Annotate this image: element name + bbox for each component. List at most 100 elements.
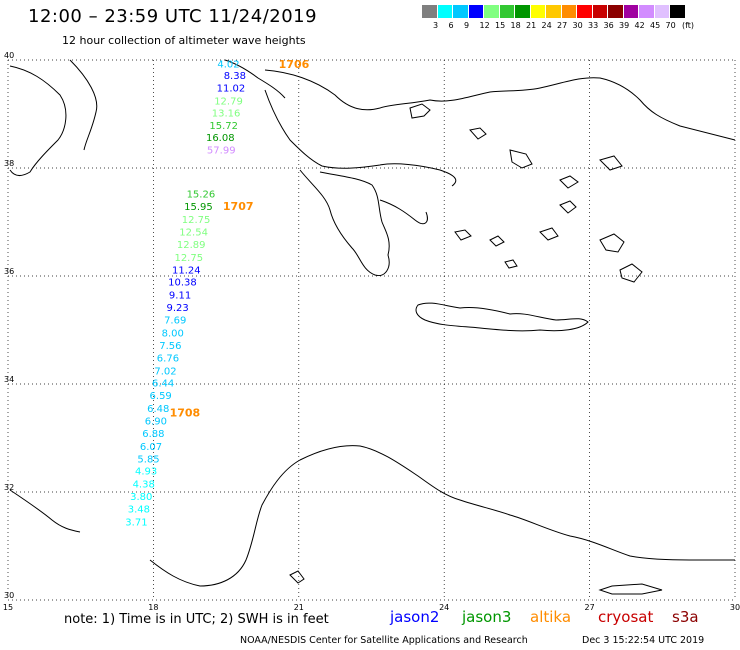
crete-island (415, 302, 589, 332)
wave-height-value: 15.72 (209, 121, 238, 132)
legend-swatch (530, 5, 546, 18)
island-6 (504, 259, 518, 269)
island-7 (539, 227, 559, 241)
legend-swatch (468, 5, 484, 18)
legend-swatch (608, 5, 624, 18)
wave-height-value: 6.59 (150, 391, 172, 402)
legend-label: 24 (541, 21, 552, 30)
wave-height-value: 3.71 (125, 517, 147, 528)
legend-label: 70 (665, 21, 676, 30)
legend-swatch (437, 5, 453, 18)
pass-time-label: 1706 (279, 58, 310, 71)
legend-swatch (670, 5, 686, 18)
wave-height-value: 3.80 (130, 492, 152, 503)
wave-height-value: 4.93 (135, 467, 157, 478)
wave-height-value: 9.11 (169, 291, 191, 302)
wave-height-value: 6.90 (145, 417, 167, 428)
legend-swatch (623, 5, 639, 18)
lon-tick-label: 21 (294, 603, 304, 612)
wave-height-value: 12.89 (177, 240, 206, 251)
island-3 (509, 149, 533, 169)
legend-label: 18 (510, 21, 521, 30)
pass-time-labels: 1706 1707 1708 (170, 58, 310, 419)
legend-swatch (422, 5, 438, 18)
lat-tick-label: 30 (4, 591, 14, 600)
lon-tick-label: 24 (439, 603, 449, 612)
wave-height-value: 15.95 (184, 202, 213, 213)
lon-tick-label: 15 (3, 603, 13, 612)
wave-height-value: 12.54 (179, 228, 208, 239)
coastline (9, 59, 736, 595)
wave-height-value: 16.08 (206, 133, 235, 144)
calabria-coast (69, 59, 98, 151)
wave-height-value: 8.38 (224, 71, 246, 82)
legend-swatch (654, 5, 670, 18)
legend-swatch (577, 5, 593, 18)
cyrenaica-coast (149, 445, 735, 587)
peloponnese-coast (299, 169, 390, 277)
lat-tick-label: 34 (4, 375, 14, 384)
wave-height-value: 11.02 (217, 83, 246, 94)
island-9 (599, 233, 625, 253)
italy-heel-coast (224, 59, 286, 99)
wave-height-value: 12.79 (214, 96, 243, 107)
wave-height-value: 7.02 (154, 366, 176, 377)
greece-gulf-coast (264, 89, 457, 187)
wave-height-value: 15.26 (187, 190, 216, 201)
lat-lon-grid (7, 59, 736, 601)
attica-coast (379, 199, 428, 225)
island-13 (289, 570, 305, 584)
legend-label: 42 (634, 21, 645, 30)
lat-tick-label: 36 (4, 267, 14, 276)
legend-swatch (453, 5, 469, 18)
sicily-coast (9, 65, 67, 177)
legend-label: 15 (495, 21, 506, 30)
legend-swatch (484, 5, 500, 18)
legend-swatch (499, 5, 515, 18)
wave-height-value: 7.69 (164, 316, 186, 327)
legend-label: 6 (448, 21, 454, 30)
legend-label: 12 (479, 21, 490, 30)
map-subtitle: 12 hour collection of altimeter wave hei… (62, 34, 306, 47)
island-1 (409, 103, 431, 119)
wave-height-value: 6.07 (140, 442, 162, 453)
lon-tick-label: 30 (730, 603, 740, 612)
wave-height-value: 6.88 (142, 429, 164, 440)
legend-unit: (ft) (682, 21, 695, 30)
pass-time-label: 1707 (223, 200, 254, 213)
map-title: 12:00 – 23:59 UTC 11/24/2019 (28, 6, 318, 27)
satellite-name: altika (530, 608, 572, 626)
wave-height-value: 6.48 (147, 404, 169, 415)
credit-line: NOAA/NESDIS Center for Satellite Applica… (240, 635, 528, 646)
axis-tick-labels: 15 18 21 24 27 30 40 38 36 34 32 30 (3, 51, 740, 612)
lon-tick-label: 18 (148, 603, 158, 612)
legend-label: 39 (619, 21, 630, 30)
generation-timestamp: Dec 3 15:22:54 UTC 2019 (582, 635, 705, 646)
island-10 (559, 175, 579, 189)
wave-height-value: 7.56 (159, 341, 181, 352)
lat-tick-label: 40 (4, 51, 14, 60)
wave-height-value: 11.24 (172, 265, 201, 276)
lat-tick-label: 32 (4, 483, 14, 492)
legend-label: 33 (588, 21, 599, 30)
legend-swatch (592, 5, 608, 18)
legend-swatch (546, 5, 562, 18)
wave-height-value: 13.16 (212, 109, 241, 120)
rhodes-island (619, 263, 643, 283)
legend-label: 36 (603, 21, 614, 30)
legend-label: 30 (572, 21, 583, 30)
wave-height-value: 4.38 (133, 480, 155, 491)
wave-height-value: 8.00 (162, 328, 184, 339)
footnote: note: 1) Time is in UTC; 2) SWH is in fe… (64, 612, 329, 627)
wave-height-value: 3.48 (128, 505, 150, 516)
legend-label: 21 (526, 21, 537, 30)
wave-height-value: 6.44 (152, 379, 174, 390)
legend-label: 27 (557, 21, 568, 30)
legend-label: 45 (650, 21, 661, 30)
legend-swatch (561, 5, 577, 18)
wave-height-value: 4.02 (217, 60, 239, 71)
pass-time-label: 1708 (170, 406, 201, 419)
island-11 (599, 155, 623, 171)
island-4 (454, 229, 472, 241)
